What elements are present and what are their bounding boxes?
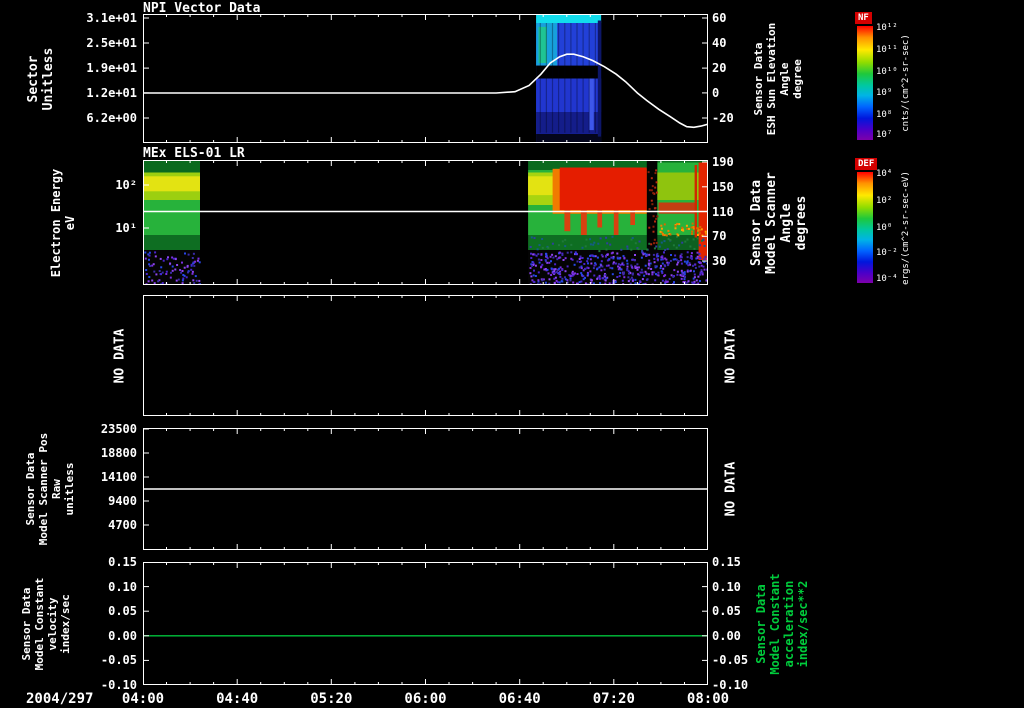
colorbar-unit-DEF: ergs/(cm^2-sr-sec-eV): [901, 170, 911, 285]
colorbar-tick-label: 10¹²: [876, 23, 898, 34]
y-tick-label: 6.2e+00: [86, 110, 137, 125]
no-data-label-right: NO DATA: [723, 328, 739, 383]
axis-label-left-scanner-pos: Sensor Data Model Scanner Pos Raw unitle…: [24, 432, 76, 546]
y-tick-label: 190: [712, 155, 734, 169]
axis-label-right-npi-vector: Sensor Data ESH Sun Elevation Angle degr…: [752, 22, 804, 135]
y-tick-label: 3.1e+01: [86, 10, 137, 25]
y-tick-label: 40: [712, 36, 727, 51]
axis-label-left-npi-vector: Sector Unitless: [26, 47, 56, 110]
panel-velocity: [143, 562, 708, 685]
y-tick-label: 1.9e+01: [86, 61, 137, 76]
y-tick-label: 23500: [100, 421, 137, 436]
colorbar-tick-label: 10⁴: [876, 169, 893, 180]
colorbar-tick-label: 10¹¹: [876, 44, 898, 55]
y-tick-label: -20: [712, 110, 734, 125]
y-tick-label: 4700: [108, 517, 137, 532]
x-tick-label: 06:40: [498, 691, 541, 707]
panel-border: [143, 562, 708, 685]
spectrogram-regions: [143, 160, 708, 285]
y-tick-label: 110: [712, 204, 734, 219]
colorbar-tick-label: 10²: [876, 195, 893, 206]
axis-ticks: [143, 562, 708, 685]
y-tick-label: 18800: [100, 446, 137, 460]
y-tick-label: 0.05: [712, 604, 741, 619]
y-tick-label: 0.10: [712, 579, 741, 594]
colorbar-tick-label: 10⁻²: [876, 248, 898, 259]
sun-elevation-line: [143, 53, 708, 129]
y-tick-label: 10²: [115, 178, 137, 192]
no-data-label-right: NO DATA: [723, 461, 739, 517]
y-tick-label: 0.00: [712, 628, 741, 643]
x-tick-label: 06:00: [404, 691, 447, 707]
spectrogram-regions: [536, 14, 602, 143]
y-tick-label: 30: [712, 254, 727, 268]
speckle-layer: [647, 169, 659, 246]
colorbar-tag: DEF: [855, 158, 878, 170]
axis-ticks: [143, 295, 708, 416]
y-tick-label: 9400: [108, 493, 137, 508]
x-tick-label: 07:20: [592, 691, 635, 707]
y-tick-label: -0.10: [712, 678, 749, 692]
y-tick-label: 0.10: [108, 579, 137, 594]
y-tick-label: -0.05: [100, 653, 137, 668]
panel-npi-vector: [143, 14, 708, 143]
panel-empty-panel: [143, 295, 708, 416]
x-tick-label: 04:00: [121, 691, 165, 707]
colorbar-tick-label: 10⁸: [876, 109, 893, 120]
colorbar: [857, 172, 873, 283]
axis-ticks: [143, 14, 708, 143]
axis-label-right-els-spectrogram: Sensor Data Model Scanner Angle degrees: [749, 171, 809, 274]
colorbar: [857, 26, 873, 140]
colorbar-tick-label: 10¹⁰: [876, 66, 898, 77]
x-tick-label: 05:20: [310, 691, 353, 707]
x-tick-label: 08:00: [686, 691, 730, 707]
axis-label-right-velocity: Sensor Data Model Constant acceleration …: [754, 572, 810, 675]
axis-label-left-els-spectrogram: Electron Energy eV: [49, 168, 77, 277]
panel-border: [143, 428, 708, 550]
panel-border: [143, 160, 708, 285]
date-label: 2004/297: [26, 691, 94, 707]
panel-border: [143, 295, 708, 416]
y-tick-label: 0: [712, 85, 720, 100]
y-tick-label: 10¹: [115, 221, 137, 235]
x-tick-label: 04:40: [216, 691, 259, 707]
colorbar-unit-NF: cnts/(cm^2-sr-sec): [901, 34, 911, 132]
colorbar-tick-label: 10⁰: [876, 222, 893, 233]
colorbar-tag: NF: [855, 12, 872, 24]
y-tick-label: 1.2e+01: [86, 85, 137, 100]
y-tick-label: 14100: [100, 470, 137, 485]
y-tick-label: 2.5e+01: [86, 36, 137, 51]
panel-title-npi: NPI Vector Data: [143, 1, 261, 16]
colorbar-tick-label: 10⁹: [876, 88, 893, 99]
speckle-layer: [659, 222, 707, 237]
y-tick-label: -0.05: [712, 653, 749, 668]
y-tick-label: 0.15: [108, 555, 137, 569]
y-tick-label: 20: [712, 61, 727, 76]
colorbar-tick-label: 10⁻⁴: [876, 273, 898, 284]
panel-title-els: MEx ELS-01 LR: [143, 146, 245, 161]
no-data-label-left: NO DATA: [112, 328, 128, 383]
y-tick-label: 60: [712, 10, 727, 25]
panel-border: [143, 14, 708, 143]
y-tick-label: 70: [712, 229, 727, 244]
y-tick-label: 0.00: [108, 628, 137, 643]
axis-label-left-velocity: Sensor Data Model Constant velocity inde…: [20, 577, 72, 670]
speckle-layer: [529, 235, 706, 253]
y-tick-label: -0.10: [100, 678, 137, 692]
y-tick-label: 150: [712, 179, 734, 194]
panel-scanner-pos: [143, 428, 708, 550]
y-tick-label: 0.05: [108, 604, 137, 619]
panel-els-spectrogram: [143, 160, 708, 285]
colorbar-tick-label: 10⁷: [876, 130, 893, 141]
y-tick-label: 0.15: [712, 555, 741, 569]
